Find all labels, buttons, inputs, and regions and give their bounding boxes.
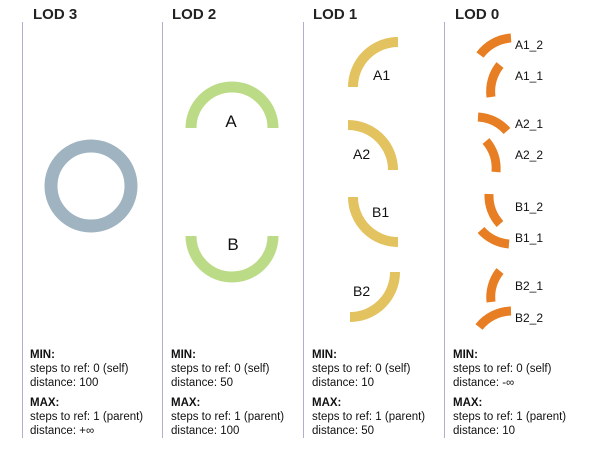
lod0-label-b2-2: B2_2 xyxy=(515,311,543,325)
min-steps: steps to ref: 0 (self) xyxy=(171,363,270,375)
max-distance: distance: +∞ xyxy=(30,425,95,437)
lod0-arc-b1-2 xyxy=(484,193,504,228)
lod1-arc-b2 xyxy=(349,271,400,322)
lod0-arc-b2-2 xyxy=(475,306,512,330)
min-distance: distance: -∞ xyxy=(453,377,515,389)
lod0-label-a1-2: A1_2 xyxy=(515,38,543,52)
lod0-arc-b1-1 xyxy=(477,226,510,249)
lod1-label-b2: B2 xyxy=(353,283,370,299)
column-divider xyxy=(444,22,445,438)
max-heading: MAX: xyxy=(312,397,342,409)
lod0-info: MIN: steps to ref: 0 (self) distance: -∞… xyxy=(453,348,593,438)
max-distance: distance: 50 xyxy=(312,425,375,437)
lod0-title: LOD 0 xyxy=(455,6,500,23)
column-divider xyxy=(22,22,23,438)
lod0-label-a2-1: A2_1 xyxy=(515,117,543,131)
lod0-label-b2-1: B2_1 xyxy=(515,279,543,293)
max-heading: MAX: xyxy=(171,397,201,409)
max-steps: steps to ref: 1 (parent) xyxy=(171,411,285,423)
lod2-label-a: A xyxy=(225,112,237,131)
lod1-label-b1: B1 xyxy=(372,204,389,220)
lod2-title: LOD 2 xyxy=(172,6,217,23)
lod0-arc-a2-2 xyxy=(482,138,501,173)
max-heading: MAX: xyxy=(30,397,60,409)
lod0-arc-a1-1 xyxy=(486,62,504,98)
lod3-title: LOD 3 xyxy=(33,6,78,23)
lod3-info: MIN: steps to ref: 0 (self) distance: 10… xyxy=(30,348,170,438)
min-steps: steps to ref: 0 (self) xyxy=(453,363,552,375)
lod0-label-a2-2: A2_2 xyxy=(515,148,543,162)
lod1-title: LOD 1 xyxy=(313,6,358,23)
lod1-info: MIN: steps to ref: 0 (self) distance: 10… xyxy=(312,348,452,438)
lod3-ring xyxy=(44,139,138,233)
lod1-arc-a2 xyxy=(347,120,398,171)
min-steps: steps to ref: 0 (self) xyxy=(312,363,411,375)
lod2-info: MIN: steps to ref: 0 (self) distance: 50… xyxy=(171,348,311,438)
min-heading: MIN: xyxy=(312,349,337,361)
lod0-arc-a2-1 xyxy=(477,112,511,135)
lod2-arc-b xyxy=(185,235,279,283)
lod1-arc-a1 xyxy=(348,37,399,88)
min-heading: MIN: xyxy=(453,349,478,361)
lod0-label-b1-1: B1_1 xyxy=(515,231,543,245)
lod0-label-b1-2: B1_2 xyxy=(515,200,543,214)
max-heading: MAX: xyxy=(453,397,483,409)
max-distance: distance: 10 xyxy=(453,425,516,437)
min-heading: MIN: xyxy=(30,349,55,361)
max-steps: steps to ref: 1 (parent) xyxy=(453,411,567,423)
lod0-label-a1-1: A1_1 xyxy=(515,69,543,83)
column-divider xyxy=(303,22,304,438)
lod1-label-a2: A2 xyxy=(353,146,370,162)
lod1-arc-b1 xyxy=(348,196,399,247)
max-distance: distance: 100 xyxy=(171,425,240,437)
min-distance: distance: 50 xyxy=(171,377,234,389)
min-steps: steps to ref: 0 (self) xyxy=(30,363,129,375)
lod0-arc-a1-2 xyxy=(476,33,512,58)
min-distance: distance: 100 xyxy=(30,377,99,389)
lod2-arc-a xyxy=(185,81,279,129)
lod1-label-a1: A1 xyxy=(373,67,390,83)
min-distance: distance: 10 xyxy=(312,377,375,389)
min-heading: MIN: xyxy=(171,349,196,361)
max-steps: steps to ref: 1 (parent) xyxy=(30,411,144,423)
max-steps: steps to ref: 1 (parent) xyxy=(312,411,426,423)
lod0-arc-b2-1 xyxy=(486,268,504,303)
column-divider xyxy=(162,22,163,438)
lod2-label-b: B xyxy=(227,235,238,254)
